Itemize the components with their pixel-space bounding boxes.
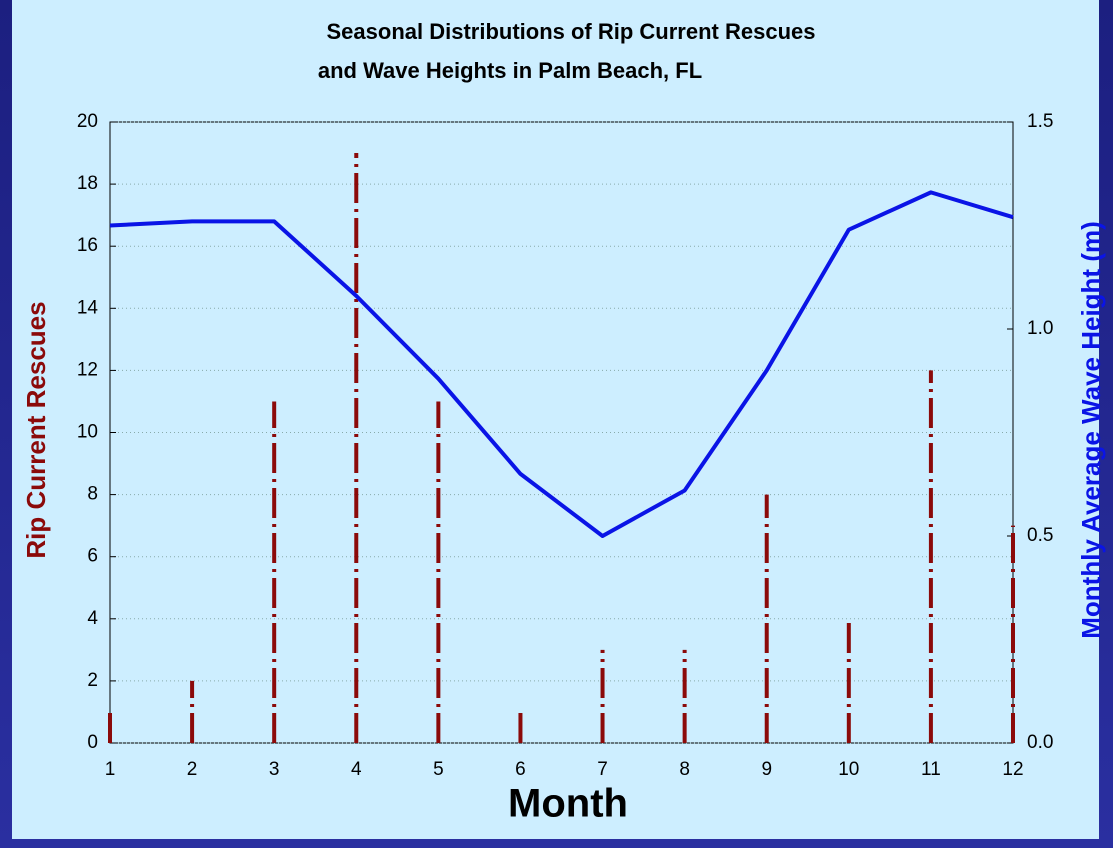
x-tick-label: 8: [679, 759, 690, 780]
chart-title: Seasonal Distributions of Rip Current Re…: [327, 19, 816, 44]
panel: [12, 0, 1099, 839]
y2-axis-label: Monthly Average Wave Height (m): [1076, 221, 1106, 639]
x-tick-label: 10: [838, 759, 859, 780]
y-tick-label: 16: [77, 235, 98, 256]
line: [109, 190, 1014, 538]
x-tick-label: 3: [269, 759, 280, 780]
y-tick-label: 10: [77, 422, 98, 443]
y-tick-label: 2: [87, 670, 98, 691]
y-tick-label: 18: [77, 173, 98, 194]
x-tick-label: 7: [597, 759, 608, 780]
x-tick-label: 11: [921, 759, 941, 780]
y-tick-label: 12: [77, 359, 98, 380]
y-tick-label: 4: [87, 608, 98, 629]
y-tick-label: 20: [77, 111, 98, 132]
x-tick-label: 2: [187, 759, 198, 780]
x-tick-label: 4: [351, 759, 362, 780]
y2-tick-label: 1.0: [1027, 318, 1053, 339]
x-tick-label: 6: [515, 759, 526, 780]
y2-tick-label: 1.5: [1027, 111, 1053, 132]
chart-title: and Wave Heights in Palm Beach, FL: [318, 58, 702, 83]
y2-tick-label: 0.5: [1027, 525, 1053, 546]
y-tick-label: 14: [77, 297, 99, 318]
x-axis-label: Month: [508, 782, 628, 826]
y-tick-label: 8: [87, 484, 98, 505]
x-tick-label: 1: [105, 759, 116, 780]
y2-tick-label: 0.0: [1027, 732, 1053, 753]
y-tick-label: 0: [87, 732, 98, 753]
x-tick-label: 5: [433, 759, 444, 780]
y-tick-label: 6: [87, 546, 98, 567]
x-tick-label: 12: [1002, 759, 1023, 780]
y-axis-label: Rip Current Rescues: [21, 301, 51, 558]
x-tick-label: 9: [761, 759, 772, 780]
